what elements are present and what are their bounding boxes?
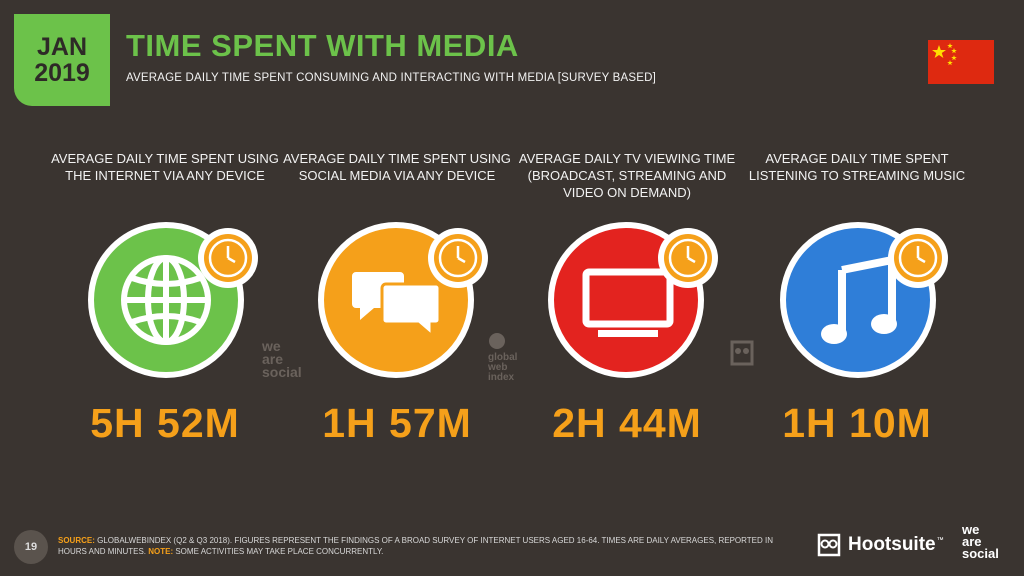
badge-year: 2019 <box>34 59 90 87</box>
clock-icon <box>658 228 718 288</box>
metric-value: 1H 10M <box>782 400 932 446</box>
note-label: NOTE: <box>148 547 174 556</box>
metric-tv: AVERAGE DAILY TV VIEWING TIME (BROADCAST… <box>512 150 742 206</box>
tv-icon <box>582 268 674 337</box>
metric-label: AVERAGE DAILY TV VIEWING TIME (BROADCAST… <box>518 151 736 200</box>
music-note-icon <box>821 255 897 344</box>
metric-value: 1H 57M <box>322 400 472 446</box>
page-subtitle: AVERAGE DAILY TIME SPENT CONSUMING AND I… <box>126 72 657 84</box>
metric-music: AVERAGE DAILY TIME SPENT LISTENING TO ST… <box>742 150 972 206</box>
clock-icon <box>888 228 948 288</box>
metric-label: AVERAGE DAILY TIME SPENT USING SOCIAL ME… <box>283 151 511 183</box>
hootsuite-wordmark: Hootsuite <box>848 534 936 555</box>
tv-circle <box>548 222 704 378</box>
note-text: SOME ACTIVITIES MAY TAKE PLACE CONCURREN… <box>173 547 384 556</box>
globe-icon <box>121 255 211 345</box>
source-footnote: SOURCE: GLOBALWEBINDEX (Q2 & Q3 2018). F… <box>58 535 788 557</box>
page-number: 19 <box>14 530 48 564</box>
page-title: TIME SPENT WITH MEDIA <box>126 28 519 63</box>
clock-icon <box>198 228 258 288</box>
metric-label: AVERAGE DAILY TIME SPENT LISTENING TO ST… <box>748 151 966 183</box>
china-flag-icon <box>928 40 994 84</box>
metric-value: 5H 52M <box>90 400 240 446</box>
clock-icon <box>428 228 488 288</box>
owl-icon <box>817 533 841 557</box>
we-are-social-watermark: we are social <box>262 338 302 380</box>
source-label: SOURCE: <box>58 536 95 545</box>
logo-word-we: we <box>962 522 980 537</box>
speech-bubbles-icon <box>352 272 442 340</box>
metric-value: 2H 44M <box>552 400 702 446</box>
badge-month: JAN <box>36 32 87 61</box>
metric-label: AVERAGE DAILY TIME SPENT USING THE INTER… <box>51 151 279 183</box>
metric-social: AVERAGE DAILY TIME SPENT USING SOCIAL ME… <box>282 150 512 206</box>
global-web-index-watermark: global web index <box>488 332 517 383</box>
trademark-symbol: ™ <box>936 536 944 544</box>
logo-word-are: are <box>962 534 982 549</box>
date-badge: JAN 2019 <box>14 14 110 106</box>
we-are-social-logo: we are social <box>962 522 999 561</box>
logo-word-social: social <box>962 546 999 561</box>
source-text: GLOBALWEBINDEX (Q2 & Q3 2018). FIGURES R… <box>58 536 774 556</box>
hootsuite-owl-watermark <box>730 338 754 370</box>
hootsuite-logo: Hootsuite ™ <box>816 530 944 560</box>
metric-internet: AVERAGE DAILY TIME SPENT USING THE INTER… <box>50 150 280 206</box>
